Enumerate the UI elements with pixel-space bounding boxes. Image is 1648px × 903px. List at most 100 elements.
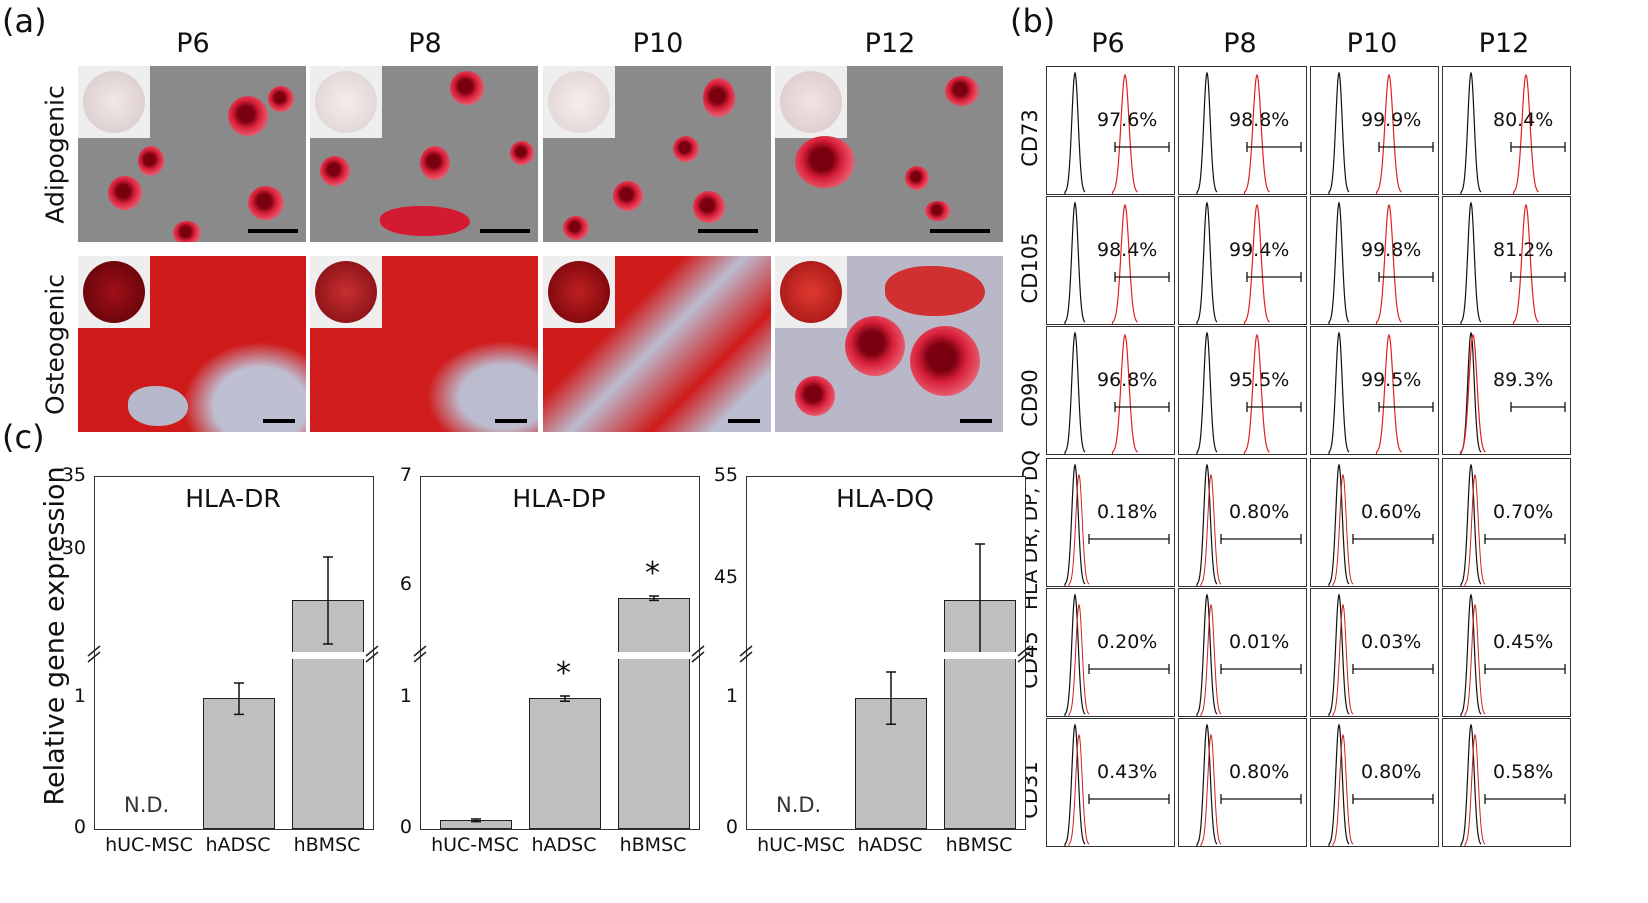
percent-label: 98.8% [1229, 109, 1290, 131]
error-bar [975, 542, 985, 657]
flow-histogram: 89.3% [1442, 326, 1571, 455]
histogram-curve [1328, 331, 1350, 454]
osteogenic-image-p12 [775, 256, 1003, 432]
axis-break-gap [95, 652, 373, 659]
histogram-curve [1064, 201, 1086, 324]
dish-inset [78, 66, 150, 138]
gate-marker [1378, 272, 1434, 282]
gate-marker [1246, 402, 1302, 412]
axis-break-marks [413, 645, 705, 663]
percent-label: 97.6% [1097, 109, 1158, 131]
flow-histogram: 0.80% [1310, 718, 1439, 847]
histogram-curve [1512, 203, 1539, 324]
panel-b-col-p6: P6 [1091, 28, 1125, 59]
histogram-curve [1111, 333, 1138, 454]
adipogenic-image-p8 [310, 66, 538, 242]
dish-inset [78, 256, 150, 328]
flow-histogram: 0.20% [1046, 588, 1175, 717]
histogram-curve [1328, 463, 1350, 586]
gate-marker [1352, 664, 1434, 674]
histogram-curve [1243, 333, 1270, 454]
gate-marker [1220, 664, 1302, 674]
histogram-curve [1332, 733, 1354, 846]
gate-marker [1352, 534, 1434, 544]
bar-chart: * * [420, 476, 700, 830]
histogram-curve [1200, 603, 1222, 716]
panel-b-col-p12: P12 [1478, 28, 1530, 59]
bar [529, 698, 601, 829]
histogram-curve [1460, 201, 1482, 324]
error-bar [471, 817, 481, 822]
chart-title: HLA-DQ [836, 484, 934, 513]
histogram-curve [1064, 71, 1086, 194]
significance-marker: * [556, 655, 571, 691]
flow-histogram: 0.18% [1046, 458, 1175, 587]
dish-inset [775, 256, 847, 328]
y-tick-label: 1 [73, 685, 86, 708]
histogram-curve [1464, 473, 1486, 586]
y-tick-label: 1 [399, 685, 412, 708]
x-category-label: hBMSC [293, 834, 361, 856]
y-tick-label: 35 [61, 464, 86, 486]
axis-break-marks [87, 645, 379, 663]
histogram-curve [1200, 733, 1222, 846]
gate-marker [1484, 664, 1566, 674]
panel-a-row-osteogenic: Osteogenic [40, 274, 70, 415]
percent-label: 0.70% [1493, 501, 1554, 523]
gate-marker [1088, 794, 1170, 804]
percent-label: 80.4% [1493, 109, 1554, 131]
histogram-curve [1068, 603, 1090, 716]
error-bar [886, 671, 896, 726]
flow-histogram: 98.8% [1178, 66, 1307, 195]
flow-histogram: 97.6% [1046, 66, 1175, 195]
panel-a-col-p6: P6 [176, 28, 210, 59]
gate-marker [1246, 142, 1302, 152]
histogram-curve [1068, 473, 1090, 586]
axis-break-marks [739, 645, 1031, 663]
panel-a-col-p8: P8 [408, 28, 442, 59]
y-tick-label: 55 [713, 464, 738, 486]
x-category-label: hADSC [205, 834, 271, 856]
percent-label: 96.8% [1097, 369, 1158, 391]
panel-a-col-p10: P10 [632, 28, 684, 59]
adipogenic-image-p12 [775, 66, 1003, 242]
histogram-curve [1328, 593, 1350, 716]
adipogenic-image-p10 [543, 66, 771, 242]
error-bar [234, 681, 244, 715]
gate-marker [1114, 142, 1170, 152]
dish-inset [775, 66, 847, 138]
percent-label: 89.3% [1493, 369, 1554, 391]
percent-label: 99.8% [1361, 239, 1422, 261]
histogram-curve [1064, 331, 1086, 454]
chart-title: HLA-DP [512, 484, 606, 513]
y-tick-label: 45 [713, 566, 738, 589]
gate-marker [1484, 794, 1566, 804]
flow-histogram: 0.80% [1178, 718, 1307, 847]
osteogenic-image-p10 [543, 256, 771, 432]
panel-label-c: (c) [2, 418, 45, 456]
panel-label-b: (b) [1010, 2, 1056, 40]
histogram-curve [1332, 603, 1354, 716]
x-category-label: hUC-MSC [105, 834, 193, 856]
gate-marker [1088, 664, 1170, 674]
gate-marker [1220, 534, 1302, 544]
gate-marker [1088, 534, 1170, 544]
y-tick-label: 7 [399, 464, 412, 486]
flow-histogram: 99.9% [1310, 66, 1439, 195]
flow-histogram: 99.5% [1310, 326, 1439, 455]
histogram-curve [1328, 723, 1350, 846]
y-tick-label: 1 [725, 685, 738, 708]
bar [618, 597, 690, 829]
histogram-curve [1196, 71, 1218, 194]
percent-label: 81.2% [1493, 239, 1554, 261]
adipogenic-image-p6 [78, 66, 306, 242]
flow-histogram: 0.80% [1178, 458, 1307, 587]
x-category-label: hADSC [857, 834, 923, 856]
histogram-curve [1375, 73, 1402, 194]
gate-marker [1484, 534, 1566, 544]
histogram-curve [1064, 723, 1086, 846]
error-bar [649, 594, 659, 601]
histogram-curve [1243, 203, 1270, 324]
gate-marker [1352, 794, 1434, 804]
flow-histogram: 81.2% [1442, 196, 1571, 325]
